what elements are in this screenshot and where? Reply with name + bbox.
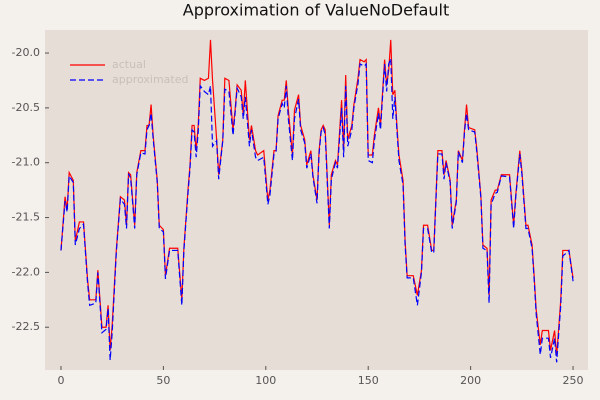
y-tick-label: -20.5	[12, 101, 40, 114]
x-tick-label: 50	[156, 374, 170, 387]
x-tick-label: 100	[255, 374, 276, 387]
x-tick-label: 150	[358, 374, 379, 387]
legend-label: actual	[112, 58, 146, 71]
y-tick-label: -20.0	[12, 46, 40, 59]
x-tick-label: 200	[460, 374, 481, 387]
y-tick-label: -22.0	[12, 265, 40, 278]
chart-title: Approximation of ValueNoDefault	[183, 1, 449, 20]
legend-label: approximated	[112, 73, 188, 86]
series-line	[60, 58, 574, 363]
y-tick-label: -22.5	[12, 320, 40, 333]
y-tick-label: -21.5	[12, 211, 40, 224]
x-tick-label: 250	[563, 374, 584, 387]
x-tick-label: 0	[57, 374, 64, 387]
y-tick-label: -21.0	[12, 156, 40, 169]
